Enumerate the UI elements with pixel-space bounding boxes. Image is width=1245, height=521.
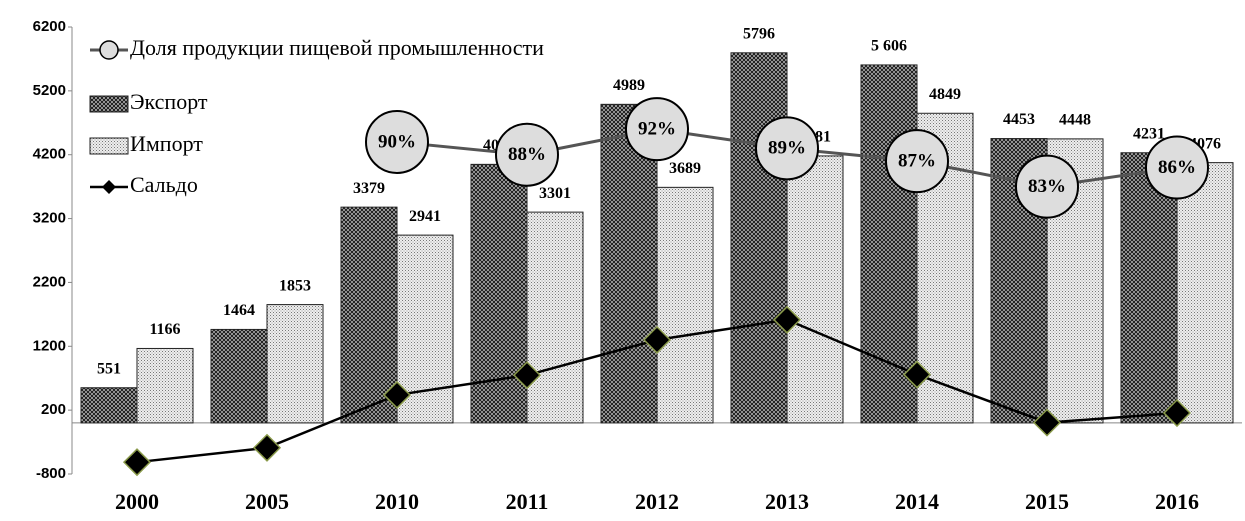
bar	[80, 387, 138, 424]
y-tick-label: 3200	[33, 210, 66, 227]
x-tick-label: 2000	[115, 489, 159, 514]
x-tick-label: 2016	[1155, 489, 1199, 514]
data-label: 551	[97, 360, 121, 377]
bar	[656, 186, 714, 424]
data-label: 1853	[279, 277, 311, 294]
x-tick-label: 2013	[765, 489, 809, 514]
data-label: 5796	[743, 25, 775, 42]
data-label: 4989	[613, 77, 645, 94]
legend-label: Импорт	[130, 131, 203, 156]
legend-swatch	[89, 95, 129, 113]
data-label: 83%	[1028, 176, 1066, 197]
marker	[755, 116, 819, 181]
data-label: 87%	[898, 150, 936, 171]
bar	[1176, 162, 1234, 424]
data-label: 3301	[539, 185, 571, 202]
marker	[902, 360, 932, 389]
y-tick-label: 4200	[33, 146, 66, 163]
bar	[470, 163, 528, 424]
marker	[365, 109, 429, 174]
data-label: 4231	[1133, 125, 1165, 142]
marker	[1032, 408, 1062, 437]
marker	[1145, 135, 1209, 200]
x-tick-label: 2015	[1025, 489, 1069, 514]
data-label: 4448	[1059, 112, 1091, 129]
data-label: 92%	[638, 119, 676, 140]
y-tick-label: 1200	[33, 337, 66, 354]
bar	[210, 328, 268, 424]
marker	[1162, 398, 1192, 428]
legend-label: Доля продукции пищевой промышленности	[130, 35, 544, 60]
marker	[382, 380, 412, 410]
x-tick-label: 2011	[506, 489, 549, 514]
marker	[642, 325, 672, 354]
data-label: 90%	[378, 131, 416, 152]
bar	[136, 347, 194, 424]
marker	[512, 361, 542, 390]
y-tick-label: 200	[41, 401, 66, 418]
y-tick-label: 2200	[33, 273, 66, 290]
x-tick-label: 2014	[895, 489, 939, 514]
x-tick-label: 2010	[375, 489, 419, 514]
data-label: 3379	[353, 180, 385, 197]
legend-swatch	[89, 137, 129, 155]
x-tick-label: 2012	[635, 489, 679, 514]
y-tick-label: 6200	[33, 18, 66, 35]
marker	[495, 122, 559, 187]
bar	[730, 52, 788, 424]
data-label: 88%	[508, 144, 546, 165]
marker	[122, 448, 152, 477]
x-tick-label: 2005	[245, 489, 289, 514]
y-tick-label: 5200	[33, 82, 66, 99]
data-label: 1464	[223, 302, 255, 319]
data-label: 5 606	[871, 38, 907, 55]
legend-swatch	[99, 40, 119, 60]
marker	[1015, 154, 1079, 219]
legend-label: Экспорт	[130, 89, 208, 114]
data-label: 89%	[768, 138, 806, 159]
marker	[885, 129, 949, 194]
legend-label: Сальдо	[130, 172, 198, 197]
data-label: 4453	[1003, 111, 1035, 128]
data-label: 86%	[1158, 157, 1196, 178]
data-label: 2941	[409, 208, 441, 225]
bar	[860, 64, 918, 424]
bar	[266, 304, 324, 424]
data-label: 3689	[669, 160, 701, 177]
marker	[252, 433, 282, 462]
data-label: 4849	[929, 86, 961, 103]
bar	[526, 211, 584, 424]
legend-swatch	[102, 180, 116, 194]
y-tick-label: -800	[36, 465, 66, 482]
marker	[772, 305, 802, 334]
bar	[786, 155, 844, 424]
data-label: 1166	[149, 321, 180, 338]
marker	[625, 97, 689, 162]
